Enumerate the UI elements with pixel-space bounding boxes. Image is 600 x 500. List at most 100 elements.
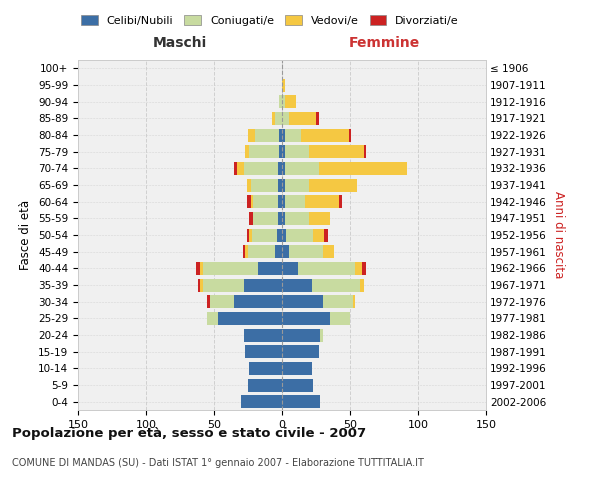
Bar bbox=[250, 362, 282, 375]
Bar bbox=[282, 112, 289, 125]
Bar bbox=[275, 245, 282, 258]
Bar bbox=[253, 212, 278, 225]
Bar bbox=[275, 112, 282, 125]
Bar bbox=[285, 178, 309, 192]
Bar bbox=[237, 162, 244, 175]
Bar bbox=[313, 228, 324, 241]
Bar bbox=[245, 145, 250, 158]
Bar bbox=[312, 278, 359, 291]
Bar bbox=[285, 195, 305, 208]
Bar bbox=[248, 128, 255, 141]
Bar bbox=[282, 212, 285, 225]
Bar bbox=[353, 295, 355, 308]
Bar bbox=[218, 312, 282, 325]
Bar bbox=[200, 278, 203, 291]
Bar bbox=[285, 145, 309, 158]
Bar bbox=[282, 262, 298, 275]
Bar bbox=[282, 328, 320, 342]
Bar bbox=[289, 112, 316, 125]
Bar bbox=[244, 328, 282, 342]
Bar bbox=[282, 128, 285, 141]
Bar bbox=[245, 245, 248, 258]
Bar bbox=[247, 195, 251, 208]
Bar bbox=[248, 245, 275, 258]
Bar bbox=[278, 178, 282, 192]
Bar bbox=[250, 145, 279, 158]
Bar bbox=[278, 195, 282, 208]
Bar bbox=[319, 162, 407, 175]
Bar bbox=[282, 228, 286, 241]
Bar bbox=[282, 145, 285, 158]
Bar bbox=[285, 162, 319, 175]
Bar bbox=[235, 162, 237, 175]
Bar bbox=[285, 212, 309, 225]
Bar bbox=[362, 262, 367, 275]
Bar bbox=[250, 212, 253, 225]
Bar bbox=[282, 295, 323, 308]
Bar bbox=[255, 128, 279, 141]
Bar bbox=[289, 245, 323, 258]
Bar bbox=[282, 345, 319, 358]
Y-axis label: Fasce di età: Fasce di età bbox=[19, 200, 32, 270]
Bar bbox=[282, 195, 285, 208]
Bar bbox=[272, 112, 275, 125]
Text: Popolazione per età, sesso e stato civile - 2007: Popolazione per età, sesso e stato civil… bbox=[12, 428, 366, 440]
Bar bbox=[286, 228, 313, 241]
Bar bbox=[203, 278, 244, 291]
Bar bbox=[282, 378, 313, 392]
Bar bbox=[210, 295, 235, 308]
Text: COMUNE DI MANDAS (SU) - Dati ISTAT 1° gennaio 2007 - Elaborazione TUTTITALIA.IT: COMUNE DI MANDAS (SU) - Dati ISTAT 1° ge… bbox=[12, 458, 424, 468]
Bar bbox=[253, 195, 278, 208]
Bar bbox=[282, 395, 320, 408]
Bar bbox=[309, 178, 357, 192]
Bar bbox=[247, 228, 250, 241]
Bar bbox=[279, 145, 282, 158]
Bar bbox=[244, 278, 282, 291]
Bar bbox=[282, 78, 285, 92]
Bar bbox=[245, 345, 282, 358]
Bar bbox=[355, 262, 362, 275]
Bar bbox=[301, 128, 349, 141]
Bar bbox=[282, 178, 285, 192]
Bar bbox=[251, 178, 278, 192]
Text: Femmine: Femmine bbox=[349, 36, 419, 50]
Bar bbox=[247, 178, 251, 192]
Bar bbox=[282, 362, 312, 375]
Bar bbox=[339, 195, 342, 208]
Bar bbox=[316, 112, 319, 125]
Bar bbox=[309, 212, 329, 225]
Bar bbox=[359, 278, 364, 291]
Bar bbox=[282, 162, 285, 175]
Bar bbox=[235, 295, 282, 308]
Bar bbox=[203, 262, 257, 275]
Bar bbox=[207, 312, 218, 325]
Bar bbox=[282, 95, 285, 108]
Bar bbox=[277, 228, 282, 241]
Bar bbox=[248, 378, 282, 392]
Bar bbox=[252, 228, 277, 241]
Bar bbox=[241, 395, 282, 408]
Bar bbox=[251, 195, 253, 208]
Bar bbox=[285, 95, 296, 108]
Bar bbox=[282, 312, 329, 325]
Bar bbox=[305, 195, 339, 208]
Bar bbox=[279, 95, 282, 108]
Bar bbox=[279, 128, 282, 141]
Text: Maschi: Maschi bbox=[153, 36, 207, 50]
Bar bbox=[244, 162, 278, 175]
Bar bbox=[364, 145, 367, 158]
Legend: Celibi/Nubili, Coniugati/e, Vedovi/e, Divorziati/e: Celibi/Nubili, Coniugati/e, Vedovi/e, Di… bbox=[77, 10, 463, 30]
Bar bbox=[282, 278, 312, 291]
Bar bbox=[320, 328, 323, 342]
Bar bbox=[250, 228, 252, 241]
Bar bbox=[278, 162, 282, 175]
Bar bbox=[207, 295, 210, 308]
Bar bbox=[285, 128, 301, 141]
Bar bbox=[329, 312, 350, 325]
Bar bbox=[278, 212, 282, 225]
Bar bbox=[242, 245, 245, 258]
Bar bbox=[196, 262, 200, 275]
Bar bbox=[324, 228, 328, 241]
Bar bbox=[257, 262, 282, 275]
Bar bbox=[323, 295, 353, 308]
